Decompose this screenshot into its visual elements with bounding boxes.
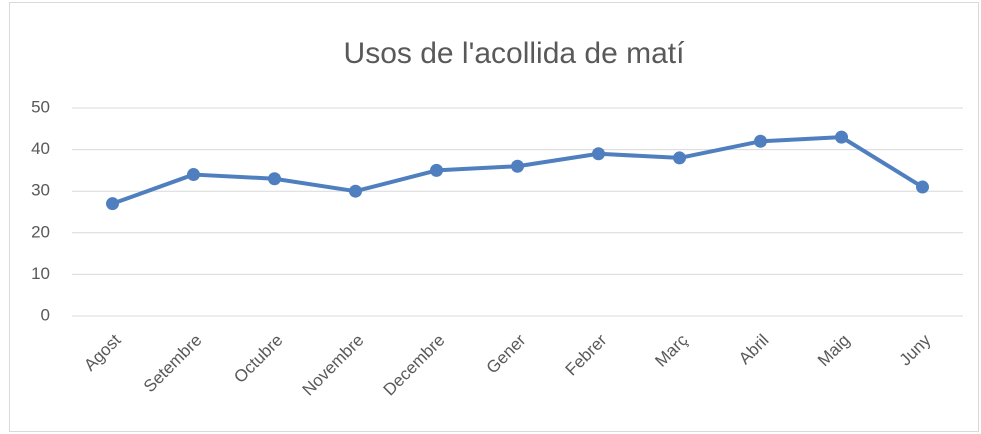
chart-frame — [9, 2, 979, 432]
data-point — [430, 163, 443, 177]
data-point — [592, 147, 605, 161]
y-tick-label: 20 — [31, 222, 50, 241]
y-tick-label: 10 — [31, 264, 50, 283]
data-point — [349, 184, 362, 198]
data-point — [916, 180, 929, 194]
chart-title: Usos de l'acollida de matí — [344, 37, 686, 70]
y-tick-label: 0 — [41, 305, 50, 324]
data-point — [268, 172, 281, 186]
y-tick-label: 40 — [31, 139, 50, 158]
y-tick-label: 30 — [31, 181, 50, 200]
data-point — [511, 159, 524, 173]
data-point — [754, 134, 767, 148]
data-point — [106, 197, 119, 211]
data-point — [835, 130, 848, 144]
data-point — [187, 168, 200, 182]
y-tick-label: 50 — [31, 97, 50, 116]
data-point — [673, 151, 686, 165]
